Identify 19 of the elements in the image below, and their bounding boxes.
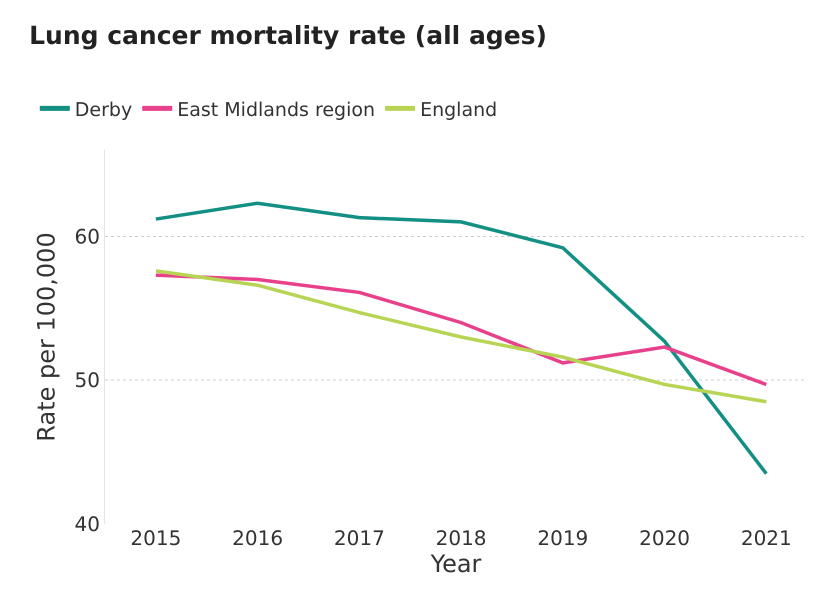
x-tick-label: 2020	[639, 526, 690, 550]
legend-label: England	[420, 98, 498, 121]
x-tick-label: 2016	[232, 526, 284, 550]
x-tick-label: 2021	[740, 526, 792, 550]
x-tick-label: 2017	[334, 526, 385, 550]
chart-title: Lung cancer mortality rate (all ages)	[29, 21, 547, 50]
line-series	[154, 201, 768, 476]
x-tick-label: 2015	[130, 526, 182, 550]
x-tick-label: 2019	[537, 526, 588, 550]
y-tick-label: 50	[74, 368, 100, 392]
legend-label: East Midlands region	[177, 98, 376, 121]
x-axis-title: Year	[430, 550, 482, 578]
y-tick-label: 60	[74, 224, 100, 248]
x-tick-label: 2018	[436, 526, 487, 550]
line-series	[154, 269, 768, 404]
legend-label: Derby	[74, 98, 132, 121]
y-tick-label: 40	[74, 512, 100, 536]
line-series	[154, 273, 768, 386]
y-axis-title: Rate per 100,000	[32, 232, 61, 442]
